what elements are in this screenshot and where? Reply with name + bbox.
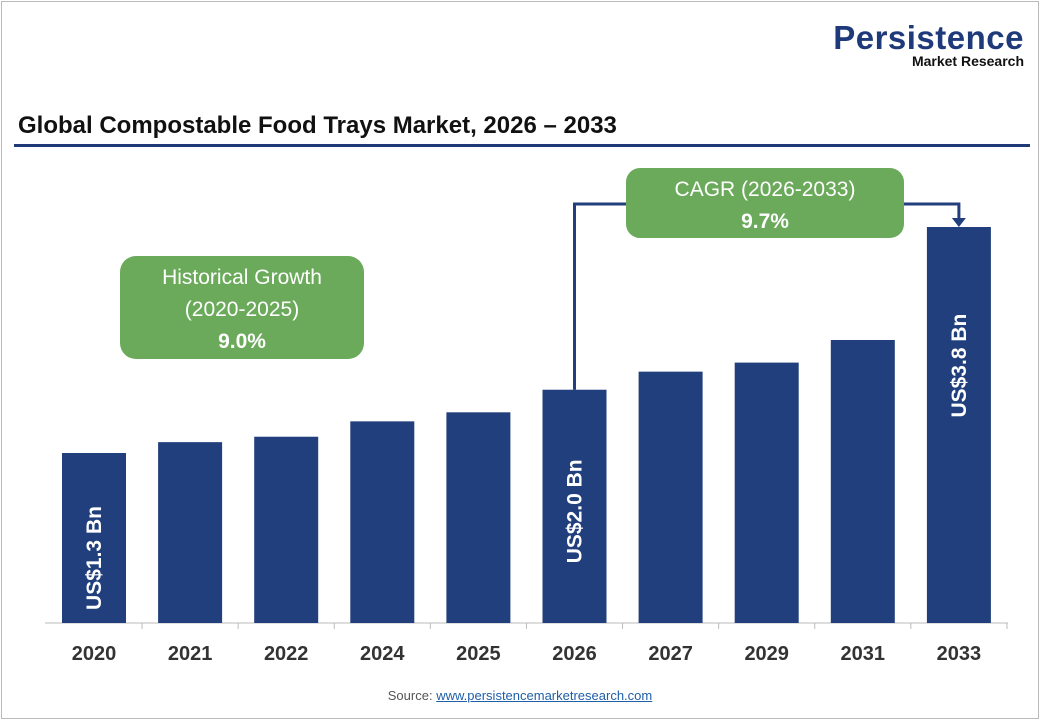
data-label-2020: US$1.3 Bn [83,506,106,610]
source: Source: www.persistencemarketresearch.co… [0,688,1040,703]
arrow-icon [951,218,966,227]
tick-label-2033: 2033 [937,643,982,665]
tick-label-2022: 2022 [264,643,309,665]
historical-text-2: 9.0% [218,330,266,353]
historical-text-1: (2020-2025) [185,298,299,321]
tick-label-2025: 2025 [456,643,501,665]
bar-2020 [62,453,126,623]
tick-label-2026: 2026 [552,643,597,665]
cagr-box [626,168,904,238]
logo-subtext: Market Research [911,53,1024,69]
data-label-2026: US$2.0 Bn [564,459,587,563]
data-label-2033: US$3.8 Bn [948,314,971,418]
bar-2027 [638,371,703,623]
bar-2025 [446,412,511,623]
chart-title: Global Compostable Food Trays Market, 20… [18,112,617,139]
tick-label-2024: 2024 [360,643,405,665]
title-rule [14,144,1030,147]
historical-text-0: Historical Growth [162,266,322,289]
source-link[interactable]: www.persistencemarketresearch.com [436,688,653,703]
logo: Persistence Market Research [833,19,1024,69]
tick-label-2031: 2031 [841,643,886,665]
bar-2022 [254,436,319,623]
bar-2026 [542,389,607,623]
tick-label-2029: 2029 [744,643,789,665]
bar-2029 [734,362,799,623]
tick-label-2020: 2020 [72,643,117,665]
logo-text: Persistence [833,19,1024,56]
historical-growth-box [120,256,364,359]
cagr-text-1: 9.7% [741,210,789,233]
bar-2031 [830,340,895,623]
bar-2033 [926,227,991,623]
bar-2024 [350,421,415,623]
tick-label-2027: 2027 [648,643,693,665]
bar-2021 [158,442,223,623]
tick-label-2021: 2021 [168,643,213,665]
cagr-text-0: CAGR (2026-2033) [675,178,856,201]
source-label: Source: [387,688,433,703]
